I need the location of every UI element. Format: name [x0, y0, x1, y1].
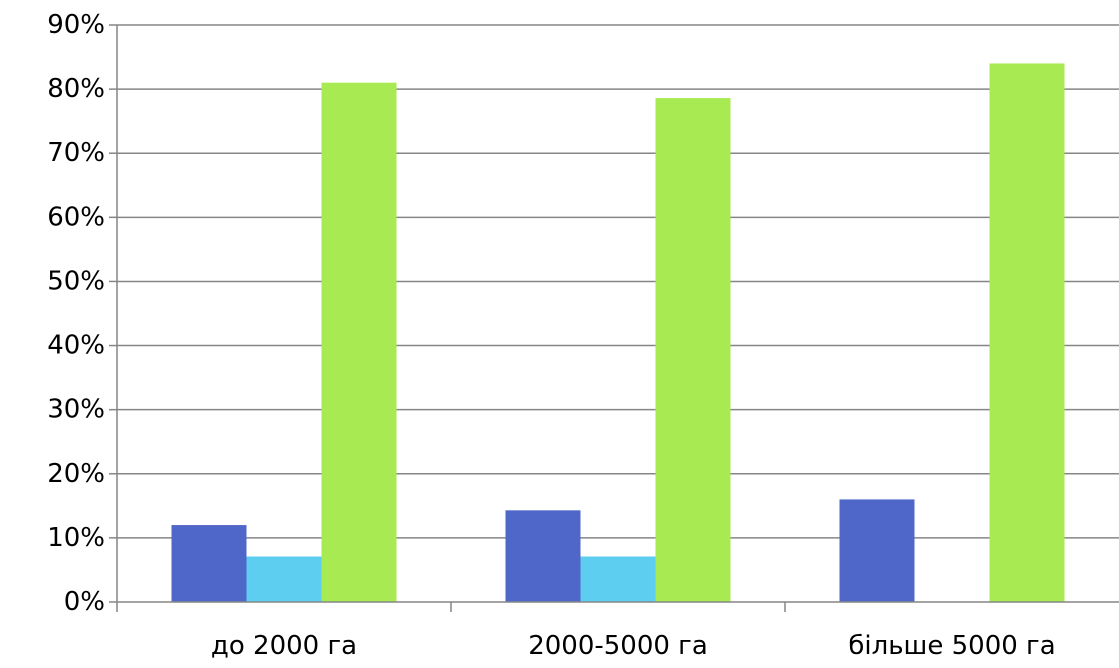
y-tick-label: 50%: [47, 266, 105, 296]
y-tick-label: 20%: [47, 459, 105, 489]
bar-series-3: [989, 63, 1065, 602]
y-tick-label: 90%: [47, 10, 105, 40]
axes: [109, 24, 1119, 612]
y-tick-label: 0%: [64, 587, 105, 617]
x-tick-labels: до 2000 га 2000-5000 га більше 5000 га: [211, 631, 1056, 661]
y-tick-labels: 0% 10% 20% 30% 40% 50% 60% 70% 80% 90%: [47, 10, 105, 617]
bar-series-1: [839, 499, 915, 602]
bar-series-2: [580, 556, 656, 602]
y-tick-label: 40%: [47, 331, 105, 361]
bar-series-3: [655, 98, 731, 602]
x-tick-label: більше 5000 га: [848, 631, 1055, 661]
gridlines: [117, 24, 1119, 539]
y-tick-label: 70%: [47, 138, 105, 168]
y-tick-label: 60%: [47, 202, 105, 232]
x-tick-label: до 2000 га: [211, 631, 357, 661]
y-tick-label: 30%: [47, 395, 105, 425]
y-tick-label: 80%: [47, 74, 105, 104]
bar-series-1: [505, 510, 581, 602]
x-tick-label: 2000-5000 га: [528, 631, 708, 661]
y-tick-label: 10%: [47, 523, 105, 553]
bar-series-3: [321, 82, 397, 602]
bar-series-2: [246, 556, 322, 602]
bars: [171, 63, 1065, 602]
bar-series-1: [171, 525, 247, 602]
